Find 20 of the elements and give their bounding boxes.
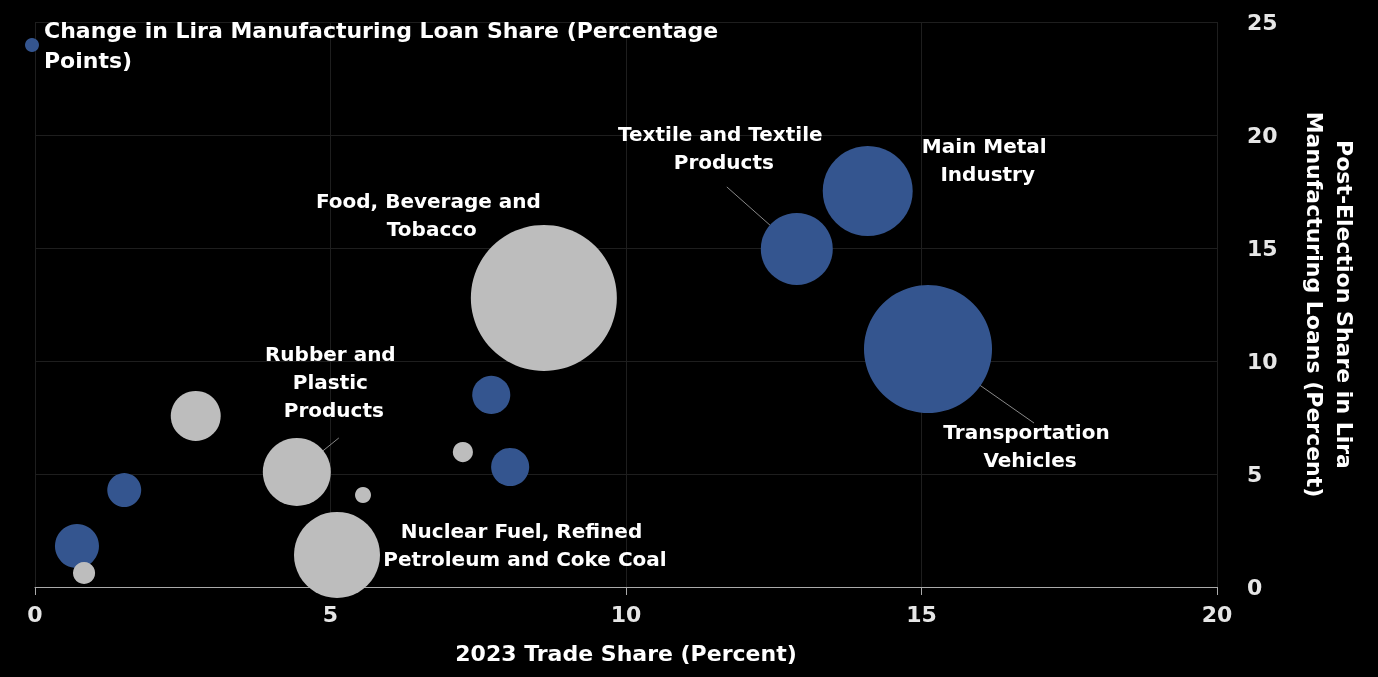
x-tick-label: 15 [906, 601, 937, 627]
x-tick-label: 10 [610, 601, 642, 627]
annotation: Nuclear Fuel, Refined Petroleum and Coke Coal [383, 518, 667, 571]
annotation: Transportation Vehicles [943, 420, 1117, 473]
x-axis-title: 2023 Trade Share (Percent) [455, 640, 797, 666]
y-tick-label: 5 [1247, 461, 1263, 487]
annotation: Rubber and Plastic Products [264, 341, 403, 422]
y-tick-label: 10 [1247, 348, 1278, 374]
y-axis-title: Post-Election Share in Lira Manufacturing Loans (Percent) [1301, 111, 1357, 498]
x-tick-label: 5 [322, 601, 339, 627]
annotation: Food, Beverage and Tobacco [315, 188, 548, 241]
x-tick-label: 0 [27, 601, 43, 627]
annotation: Textile and Textile Products [618, 121, 830, 174]
y-tick-label: 25 [1247, 9, 1278, 35]
y-tick-label: 20 [1247, 122, 1278, 148]
legend-label: Change in Lira Manufacturing Loan Share (Percentage Points) [44, 17, 726, 73]
y-tick-label: 0 [1247, 574, 1263, 600]
y-tick-label: 15 [1247, 235, 1278, 261]
x-tick-label: 20 [1201, 601, 1233, 627]
annotation: Main Metal Industry [921, 134, 1054, 187]
